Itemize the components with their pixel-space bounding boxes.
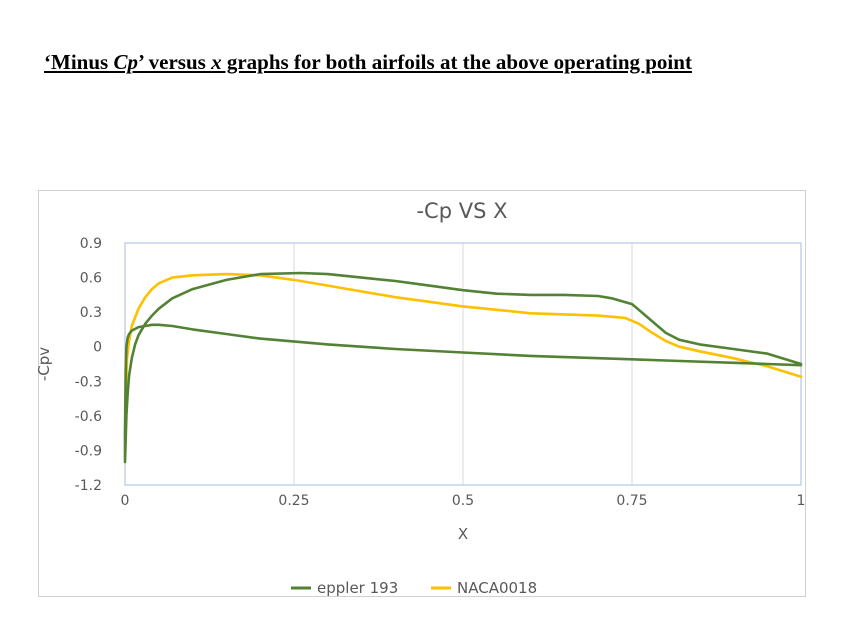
x-tick-label: 0.25: [278, 493, 309, 509]
legend-label-eppler-193: eppler 193: [317, 579, 398, 597]
chart-area: [38, 190, 806, 597]
x-tick-label: 0.5: [452, 493, 474, 509]
x-tick-label: 0: [121, 493, 130, 509]
heading-cp: Cp: [113, 50, 138, 74]
y-tick-label: -0.3: [75, 374, 102, 390]
series-line-eppler-193: [123, 271, 803, 464]
y-tick-label: 0.3: [80, 305, 102, 321]
series-line-naca0018: [123, 272, 803, 441]
y-axis-label: -Cpv: [35, 347, 53, 381]
page-heading: ‘Minus Cp’ versus x graphs for both airf…: [44, 50, 692, 75]
y-tick-label: -0.6: [75, 409, 102, 425]
y-tick-label: -1.2: [75, 478, 102, 494]
y-tick-label: 0.9: [80, 236, 102, 252]
legend-label-naca0018: NACA0018: [457, 579, 537, 597]
x-tick-label: 0.75: [616, 493, 647, 509]
y-tick-label: -0.9: [75, 443, 102, 459]
heading-text: graphs for both airfoils at the above op…: [221, 50, 692, 74]
heading-text: ’ versus: [137, 50, 212, 74]
x-axis-label: X: [458, 525, 468, 543]
heading-text: ‘Minus: [44, 50, 114, 74]
heading-x: x: [211, 50, 222, 74]
chart-title: -Cp VS X: [416, 199, 507, 223]
x-tick-label: 1: [797, 493, 806, 509]
y-tick-label: 0: [93, 340, 102, 356]
y-tick-label: 0.6: [80, 271, 102, 287]
